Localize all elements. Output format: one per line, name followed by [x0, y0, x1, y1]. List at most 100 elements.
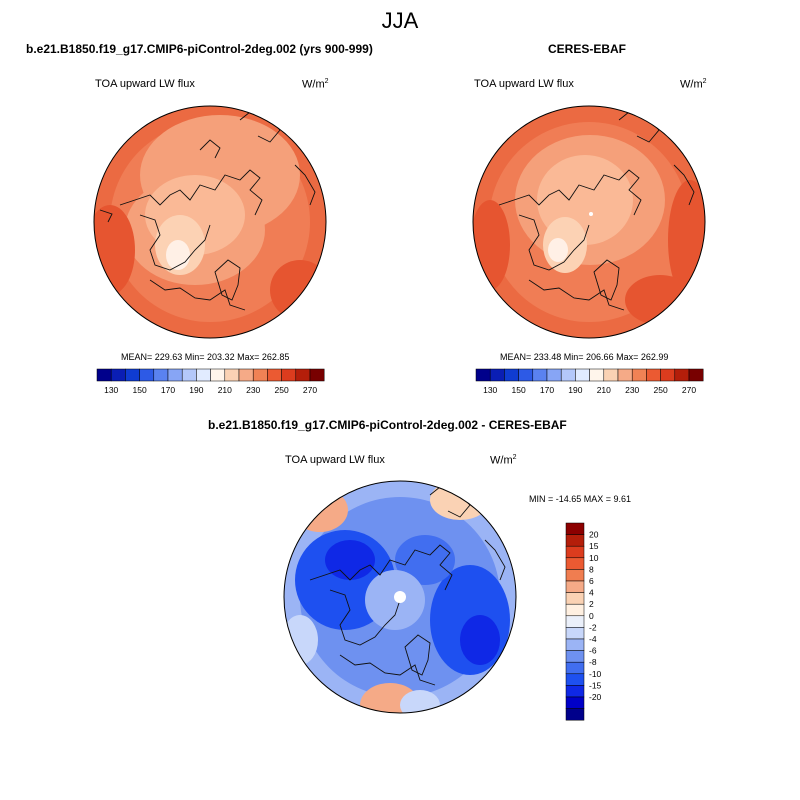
diff-map-border: [283, 480, 517, 714]
ceres-colorbar-box: [603, 368, 619, 382]
model-coastlines: [99, 107, 316, 311]
model-colorbar-box: [238, 368, 254, 382]
model-colorbar-box: [196, 368, 211, 382]
model-colorbar-label: 130: [104, 385, 118, 395]
ceres-colorbar-box: [617, 368, 633, 382]
model-colorbar-label: 230: [246, 385, 260, 395]
model-colorbar-box: [281, 368, 297, 382]
model-colorbar-box: [252, 368, 268, 382]
model-colorbar-box: [309, 368, 325, 382]
diff-colorbar-box: [565, 545, 585, 559]
diff-colorbar-box: [565, 592, 585, 605]
model-colorbar-box: [110, 368, 126, 382]
ceres-colorbar-label: 130: [483, 385, 497, 395]
model-field-fill: [94, 106, 326, 338]
ceres-colorbar-label: 230: [625, 385, 639, 395]
field-label-ceres: TOA upward LW flux: [474, 78, 574, 90]
ceres-colorbar-box: [532, 368, 548, 382]
model-colorbar-label: 150: [133, 385, 147, 395]
model-colorbar-box: [96, 368, 112, 382]
model-stats: MEAN= 229.63 Min= 203.32 Max= 262.85: [121, 352, 290, 362]
model-colorbar-box: [125, 368, 140, 382]
diff-colorbar-label: -20: [589, 692, 602, 702]
diff-colorbar-box: [565, 627, 585, 640]
model-colorbar: 130 150 170 190 210 230 250 270: [96, 368, 325, 395]
model-colorbar-label: 250: [275, 385, 289, 395]
ceres-colorbar: 130 150 170 190 210 230 250 270: [475, 368, 704, 395]
diff-colorbar-label: 2: [589, 599, 594, 609]
diff-colorbar-label: 0: [589, 611, 594, 621]
model-map-border: [93, 105, 327, 339]
ceres-colorbar-label: 170: [540, 385, 554, 395]
model-colorbar-label: 190: [189, 385, 203, 395]
ceres-colorbar-box: [546, 368, 562, 382]
diff-colorbar-box: [565, 569, 585, 582]
diff-colorbar-label: -6: [589, 646, 597, 656]
ceres-colorbar-label: 210: [597, 385, 611, 395]
model-colorbar-box: [210, 368, 226, 382]
model-colorbar-box: [224, 368, 240, 382]
diff-colorbar-label: -8: [589, 657, 597, 667]
model-colorbar-box: [153, 368, 169, 382]
units-model: W/m2: [302, 78, 329, 91]
ceres-colorbar-label: 190: [568, 385, 582, 395]
ceres-colorbar-box: [660, 368, 676, 382]
ceres-colorbar-label: 150: [512, 385, 526, 395]
ceres-colorbar-box: [646, 368, 661, 382]
model-colorbar-box: [295, 368, 311, 382]
field-label-model: TOA upward LW flux: [95, 78, 195, 90]
ceres-colorbar-box: [575, 368, 590, 382]
ceres-colorbar-box: [688, 368, 704, 382]
ceres-map-border: [472, 105, 706, 339]
diff-colorbar-box: [565, 534, 585, 547]
diff-colorbar-box: [565, 685, 585, 698]
model-colorbar-box: [267, 368, 282, 382]
diff-colorbar-box: [565, 580, 585, 593]
panel-title-ceres: CERES-EBAF: [548, 42, 627, 56]
model-colorbar-box: [167, 368, 183, 382]
ceres-colorbar-box: [560, 368, 576, 382]
diff-colorbar-box: [565, 603, 585, 617]
model-colorbar-box: [139, 368, 155, 382]
diff-colorbar-box: [565, 638, 585, 651]
ceres-colorbar-box: [489, 368, 505, 382]
ceres-coastlines: [498, 107, 695, 311]
diff-colorbar-label: -10: [589, 669, 602, 679]
diff-colorbar-box: [565, 522, 585, 535]
ceres-colorbar-box: [518, 368, 534, 382]
ceres-colorbar-box: [674, 368, 690, 382]
diff-colorbar-label: 8: [589, 564, 594, 574]
diff-colorbar-label: -15: [589, 680, 602, 690]
diff-pole-hole: [394, 591, 406, 603]
panel-title-diff: b.e21.B1850.f19_g17.CMIP6-piControl-2deg…: [208, 418, 567, 432]
model-colorbar-box: [181, 368, 197, 382]
diff-colorbar-label: 10: [589, 553, 599, 563]
ceres-pole-hole: [589, 212, 593, 216]
model-colorbar-label: 170: [161, 385, 175, 395]
ceres-colorbar-label: 250: [654, 385, 668, 395]
ceres-stats: MEAN= 233.48 Min= 206.66 Max= 262.99: [500, 352, 669, 362]
diff-colorbar-box: [565, 673, 585, 686]
diff-colorbar-box: [565, 696, 585, 709]
diff-colorbar-label: 15: [589, 541, 599, 551]
field-label-diff: TOA upward LW flux: [285, 454, 385, 466]
diff-colorbar-label: -4: [589, 634, 597, 644]
ceres-colorbar-box: [631, 368, 647, 382]
units-diff: W/m2: [490, 454, 517, 467]
ceres-colorbar-box: [589, 368, 605, 382]
ceres-colorbar-label: 270: [682, 385, 696, 395]
model-colorbar-label: 270: [303, 385, 317, 395]
diff-colorbar-label: 4: [589, 588, 594, 598]
diff-colorbar-box: [565, 661, 585, 675]
diff-colorbar-box: [565, 708, 585, 721]
page-title: JJA: [381, 8, 419, 33]
diff-colorbar-label: -2: [589, 622, 597, 632]
diff-colorbar-box: [565, 557, 585, 570]
diff-colorbar-label: 6: [589, 576, 594, 586]
panel-title-model: b.e21.B1850.f19_g17.CMIP6-piControl-2deg…: [26, 42, 373, 56]
diff-colorbar-box: [565, 650, 585, 663]
diff-colorbar-label: 20: [589, 530, 599, 540]
diff-stats: MIN = -14.65 MAX = 9.61: [529, 494, 632, 504]
